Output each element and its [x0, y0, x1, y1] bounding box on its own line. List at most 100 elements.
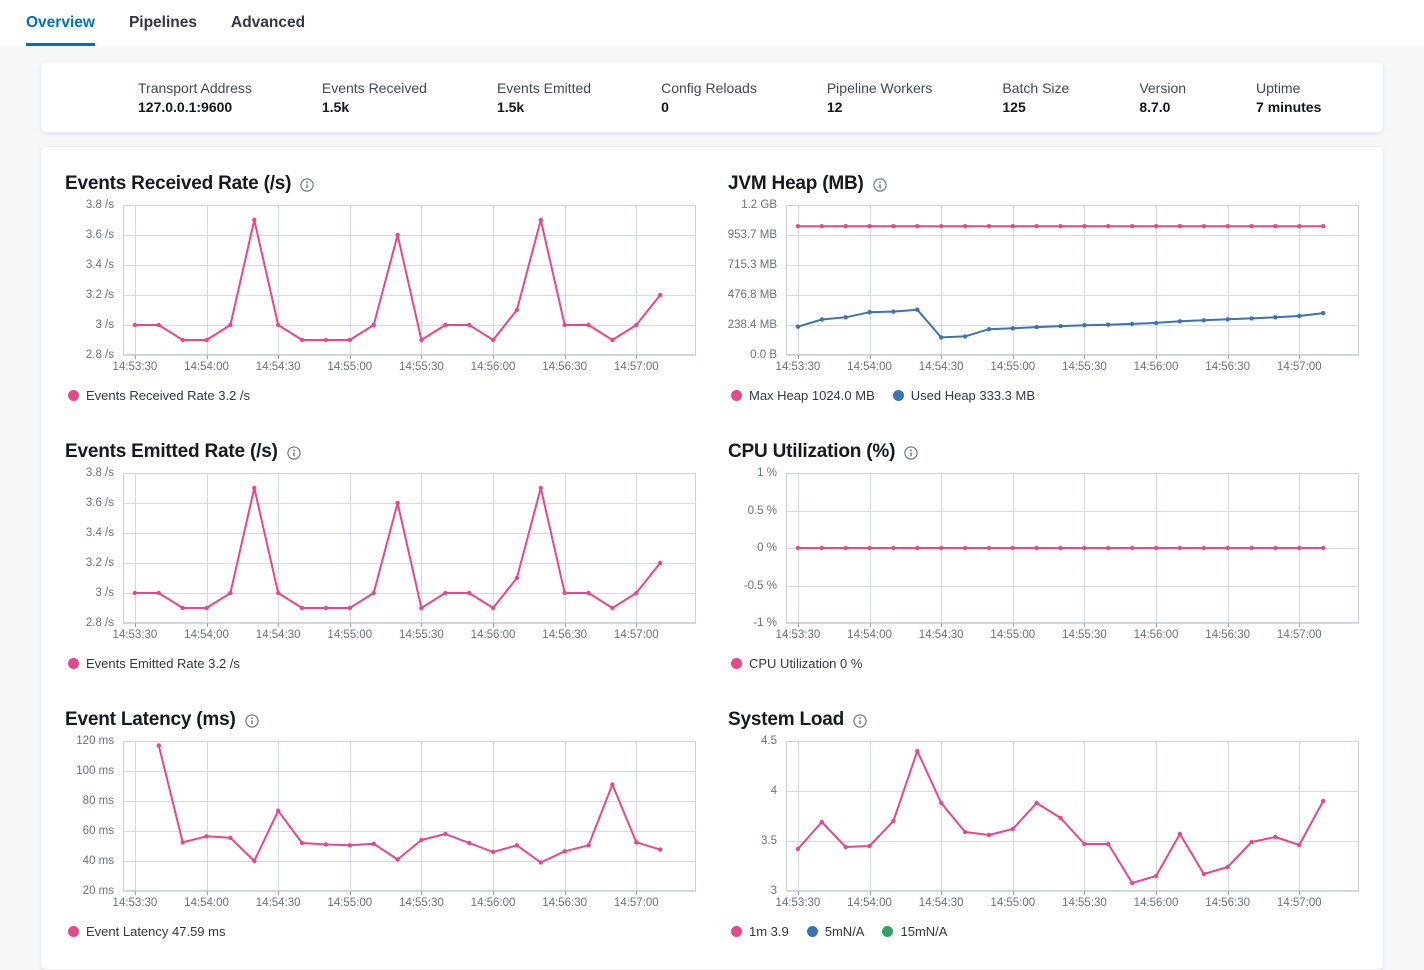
chart-card-system-load: System Load 4.5 4 3.5 3 14:53:30 14:54:00 14:54…	[728, 709, 1359, 939]
y-tick-label: 2.8 /s	[85, 617, 114, 629]
chart-title-event-latency: Event Latency (ms)	[65, 709, 236, 730]
chart-plot-jvm-heap[interactable]	[786, 205, 1359, 360]
stat-value: 12	[826, 98, 843, 115]
chart-body: 3.8 /s 3.6 /s 3.4 /s 3.2 /s 3 /s 2.8 /s 14:53:…	[65, 467, 696, 644]
legend-item[interactable]: CPU Utilization 0 %	[731, 656, 862, 671]
legend-dot-icon	[892, 390, 904, 401]
legend-item[interactable]: Used Heap 333.3 MB	[892, 388, 1036, 403]
series-line-events-received-rate	[133, 219, 662, 341]
legend-item[interactable]: 1m 3.9	[731, 924, 789, 939]
chart-plot-event-latency[interactable]	[123, 741, 696, 896]
chart-body: 1.2 GB 953.7 MB 715.3 MB 476.8 MB 238.4 MB 0.…	[728, 199, 1359, 376]
x-tick-label: 14:53:30	[775, 629, 821, 641]
legend-label: Events Received Rate 3.2 /s	[86, 388, 251, 403]
summary-stat-config-reloads: Config Reloads 0	[661, 80, 757, 115]
tab-overview[interactable]: Overview	[26, 14, 95, 46]
info-icon[interactable]	[853, 714, 867, 728]
x-tick-label: 14:57:00	[1276, 361, 1322, 373]
x-tick-label: 14:55:30	[1062, 897, 1107, 909]
legend-item[interactable]: 15mN/A	[882, 924, 947, 939]
x-tick-label: 14:54:30	[255, 897, 301, 909]
x-tick-label: 14:54:00	[184, 629, 229, 641]
series-line-events-emitted-rate	[133, 487, 662, 609]
y-axis-labels: 1.2 GB 953.7 MB 715.3 MB 476.8 MB 238.4 MB 0.…	[728, 199, 786, 361]
x-tick-label: 14:55:30	[1062, 629, 1107, 641]
stat-label: Config Reloads	[661, 79, 757, 96]
chart-title-events-received-rate: Events Received Rate (/s)	[65, 173, 292, 194]
x-axis-labels: 14:53:30 14:54:00 14:54:30 14:55:00 14:55:30…	[776, 360, 1359, 376]
stat-value: 125	[1002, 98, 1026, 115]
x-axis-labels: 14:53:30 14:54:00 14:54:30 14:55:00 14:55:30…	[776, 628, 1359, 644]
x-tick-label: 14:54:30	[918, 361, 964, 373]
x-tick-label: 14:54:30	[918, 629, 964, 641]
info-icon[interactable]	[873, 178, 887, 192]
x-tick-label: 14:53:30	[112, 897, 158, 909]
legend-item[interactable]: Event Latency 47.59 ms	[68, 924, 225, 939]
stat-label: Transport Address	[138, 79, 252, 96]
y-tick-label: 40 ms	[82, 855, 114, 867]
x-tick-label: 14:56:30	[542, 361, 588, 373]
legend-item[interactable]: Events Emitted Rate 3.2 /s	[68, 656, 240, 671]
info-icon[interactable]	[244, 714, 259, 728]
chart-header: Events Emitted Rate (/s)	[65, 441, 696, 463]
chart-legend: CPU Utilization 0 %	[728, 656, 1359, 671]
y-tick-label: 3.5	[761, 835, 777, 847]
x-axis-labels: 14:53:30 14:54:00 14:54:30 14:55:00 14:55:30…	[113, 628, 696, 644]
chart-legend: Events Emitted Rate 3.2 /s	[65, 656, 696, 671]
stat-label: Pipeline Workers	[826, 79, 933, 96]
x-tick-label: 14:54:30	[918, 897, 964, 909]
legend-label: Used Heap 333.3 MB	[910, 388, 1036, 403]
x-tick-label: 14:56:00	[1133, 629, 1179, 641]
y-tick-label: 4	[770, 785, 777, 797]
chart-plot-events-emitted-rate[interactable]	[123, 473, 696, 628]
plot-wrap: 14:53:30 14:54:00 14:54:30 14:55:00 14:55:30…	[776, 473, 1359, 644]
chart-plot-events-received-rate[interactable]	[123, 205, 696, 360]
y-tick-label: 80 ms	[82, 795, 114, 807]
charts-panel: Events Received Rate (/s) 3.8 /s 3.6 /s 3.4…	[40, 146, 1384, 970]
chart-plot-cpu-utilization[interactable]	[786, 473, 1359, 628]
stat-label: Uptime	[1256, 79, 1301, 96]
chart-legend: Max Heap 1024.0 MB Used Heap 333.3 MB	[728, 388, 1359, 403]
x-tick-label: 14:55:00	[990, 361, 1036, 373]
tab-pipelines[interactable]: Pipelines	[128, 14, 197, 31]
x-tick-label: 14:57:00	[613, 897, 659, 909]
y-tick-label: 0.5 %	[747, 504, 777, 517]
chart-svg	[786, 741, 1359, 895]
legend-item[interactable]: 5mN/A	[806, 924, 865, 939]
legend-item[interactable]: Max Heap 1024.0 MB	[731, 388, 875, 403]
legend-item[interactable]: Events Received Rate 3.2 /s	[68, 388, 250, 403]
stat-value: 127.0.0.1:9600	[138, 98, 233, 115]
chart-legend: 1m 3.9 5mN/A 15mN/A	[728, 924, 1359, 939]
y-tick-label: 0.0 B	[750, 349, 777, 361]
stat-value: 1.5k	[321, 98, 350, 115]
chart-svg	[123, 205, 696, 359]
info-icon[interactable]	[300, 178, 314, 192]
chart-svg	[786, 205, 1359, 359]
legend-dot-icon	[806, 926, 818, 937]
chart-plot-system-load[interactable]	[786, 741, 1359, 896]
y-tick-label: 1.2 GB	[741, 199, 777, 211]
plot-wrap: 14:53:30 14:54:00 14:54:30 14:55:00 14:55:30…	[113, 205, 696, 376]
tab-advanced[interactable]: Advanced	[231, 14, 306, 31]
y-tick-label: 3.4 /s	[85, 259, 114, 271]
y-tick-label: 0 %	[757, 542, 777, 554]
legend-label: 5mN/A	[824, 924, 865, 939]
x-tick-label: 14:56:30	[1205, 897, 1251, 909]
y-tick-label: 100 ms	[76, 765, 114, 777]
x-tick-label: 14:56:00	[1133, 897, 1179, 909]
y-tick-label: 120 ms	[76, 735, 114, 747]
x-tick-label: 14:57:00	[1276, 629, 1322, 641]
plot-wrap: 14:53:30 14:54:00 14:54:30 14:55:00 14:55:30…	[113, 741, 696, 912]
legend-dot-icon	[731, 658, 742, 669]
stat-value: 7 minutes	[1256, 98, 1322, 115]
info-icon[interactable]	[904, 446, 918, 460]
x-tick-label: 14:54:00	[184, 897, 229, 909]
y-tick-label: 2.8 /s	[85, 349, 114, 361]
legend-dot-icon	[882, 926, 894, 937]
y-tick-label: 60 ms	[82, 825, 114, 837]
y-axis-labels: 120 ms 100 ms 80 ms 60 ms 40 ms 20 ms	[65, 735, 123, 897]
stat-label: Version	[1139, 79, 1187, 96]
info-icon[interactable]	[287, 446, 301, 460]
y-tick-label: 3.6 /s	[85, 497, 114, 509]
chart-card-jvm-heap: JVM Heap (MB) 1.2 GB 953.7 MB 715.3 MB 476.8…	[728, 173, 1359, 403]
